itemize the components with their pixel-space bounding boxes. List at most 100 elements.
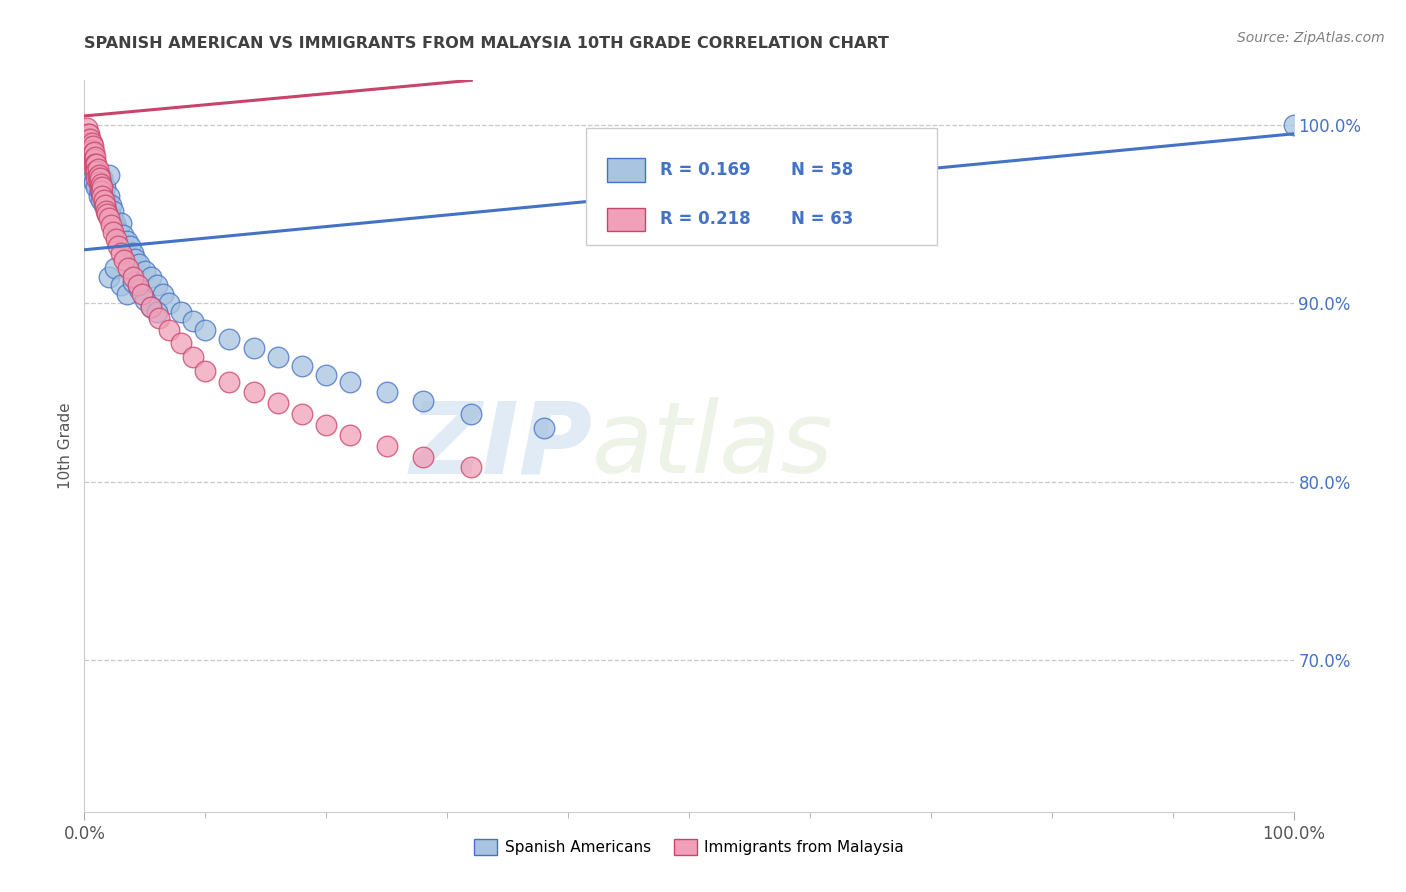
Point: [96, 207, 118, 221]
Point: [77, 127, 100, 141]
Point: [146, 305, 169, 319]
Point: [218, 375, 240, 389]
Point: [80, 150, 103, 164]
Point: [89, 180, 111, 194]
Point: [103, 203, 125, 218]
Point: [94, 198, 117, 212]
Point: [134, 293, 156, 307]
Point: [87, 189, 110, 203]
Point: [86, 171, 108, 186]
Point: [104, 216, 127, 230]
Point: [194, 364, 217, 378]
Point: [96, 203, 118, 218]
Point: [412, 394, 434, 409]
Point: [267, 396, 290, 410]
Point: [139, 300, 162, 314]
Point: [94, 180, 117, 194]
Point: [157, 323, 180, 337]
Text: SPANISH AMERICAN VS IMMIGRANTS FROM MALAYSIA 10TH GRADE CORRELATION CHART: SPANISH AMERICAN VS IMMIGRANTS FROM MALA…: [84, 36, 889, 51]
Point: [291, 359, 314, 373]
Point: [110, 278, 132, 293]
Point: [86, 157, 108, 171]
Text: R = 0.169: R = 0.169: [659, 161, 751, 179]
Point: [97, 269, 120, 284]
Point: [242, 385, 264, 400]
Point: [121, 246, 143, 260]
Point: [82, 153, 104, 168]
Text: atlas: atlas: [592, 398, 834, 494]
Point: [86, 180, 108, 194]
Point: [91, 189, 114, 203]
Point: [94, 193, 117, 207]
Point: [100, 198, 122, 212]
Y-axis label: 10th Grade: 10th Grade: [58, 402, 73, 490]
Point: [533, 421, 555, 435]
Point: [139, 269, 162, 284]
Point: [86, 169, 108, 184]
Point: [375, 385, 398, 400]
Point: [112, 253, 135, 268]
Text: ZIP: ZIP: [409, 398, 592, 494]
Point: [91, 186, 114, 200]
Point: [79, 132, 101, 146]
Point: [194, 323, 217, 337]
Point: [83, 159, 105, 173]
FancyBboxPatch shape: [586, 128, 936, 244]
Point: [84, 150, 107, 164]
Point: [110, 216, 132, 230]
Point: [80, 143, 103, 157]
Point: [170, 335, 193, 350]
Point: [79, 145, 101, 159]
Point: [94, 203, 117, 218]
Point: [315, 417, 337, 432]
Point: [91, 180, 114, 194]
Point: [91, 171, 114, 186]
Point: [83, 152, 105, 166]
Point: [128, 282, 150, 296]
Point: [104, 232, 127, 246]
Point: [77, 132, 100, 146]
Point: [103, 225, 125, 239]
Point: [90, 177, 112, 191]
Point: [460, 460, 482, 475]
Point: [104, 221, 127, 235]
Point: [267, 350, 290, 364]
Point: [1282, 118, 1305, 132]
Point: [128, 257, 150, 271]
Point: [100, 218, 122, 232]
Point: [89, 184, 111, 198]
Point: [112, 228, 135, 243]
Point: [97, 189, 120, 203]
FancyBboxPatch shape: [607, 158, 645, 182]
Point: [131, 287, 153, 301]
Point: [218, 332, 240, 346]
Point: [83, 175, 105, 189]
Point: [315, 368, 337, 382]
Text: N = 58: N = 58: [790, 161, 853, 179]
Point: [77, 127, 100, 141]
Point: [157, 296, 180, 310]
Point: [121, 275, 143, 289]
Point: [181, 314, 204, 328]
Point: [93, 198, 115, 212]
Point: [339, 375, 361, 389]
FancyBboxPatch shape: [607, 208, 645, 231]
Point: [82, 146, 104, 161]
Point: [87, 175, 110, 189]
Point: [79, 162, 101, 177]
Point: [84, 157, 107, 171]
Point: [80, 136, 103, 150]
Point: [134, 264, 156, 278]
Point: [97, 211, 120, 225]
Point: [97, 168, 120, 182]
Point: [76, 121, 98, 136]
Point: [115, 234, 138, 248]
Point: [139, 300, 162, 314]
Point: [339, 428, 361, 442]
Point: [291, 407, 314, 421]
Point: [170, 305, 193, 319]
Point: [104, 260, 127, 275]
Text: Source: ZipAtlas.com: Source: ZipAtlas.com: [1237, 31, 1385, 45]
Point: [83, 145, 105, 159]
Text: R = 0.218: R = 0.218: [659, 211, 751, 228]
